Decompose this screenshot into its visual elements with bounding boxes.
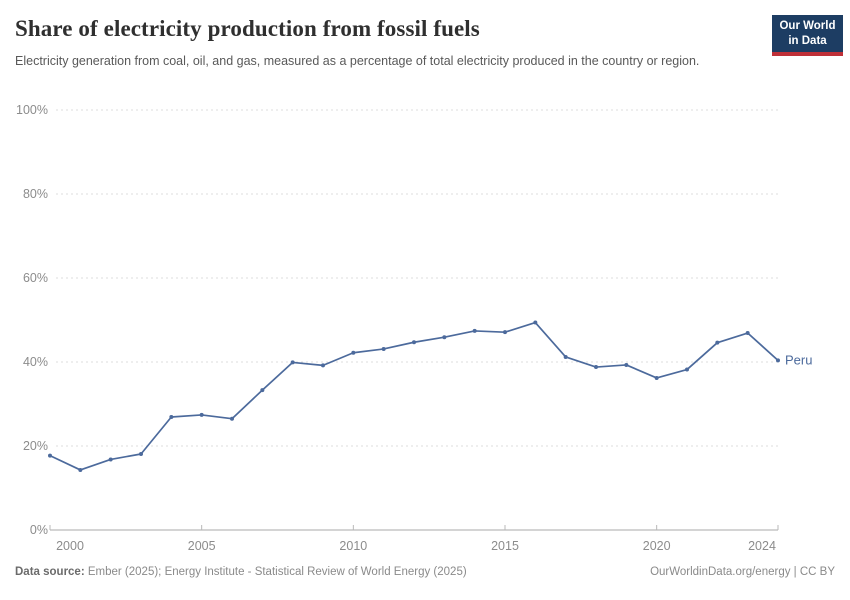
data-point [745,331,750,336]
line-chart-svg: 0% 20% 40% 60% 80% 100% 2000 2005 2010 2015 2020 20… [16,103,812,553]
data-source-label: Data source: [15,566,85,578]
chart-area: 0% 20% 40% 60% 80% 100% 2000 2005 2010 2015 2020 20… [0,95,850,565]
data-point [715,340,720,345]
data-point [139,451,143,456]
data-point [169,415,174,420]
data-point [533,320,538,325]
data-source-text: Ember (2025); Energy Institute - Statist… [84,566,467,578]
page-title: Share of electricity production from fos… [15,16,480,41]
y-tick-label: 0% [30,523,48,537]
owid-url-license: OurWorldinData.org/energy | CC BY [650,566,835,578]
data-point [654,375,659,380]
series-line-peru [49,321,779,471]
owid-logo-line1: Our World [779,20,836,32]
x-tick-label: 2005 [188,539,216,553]
y-tick-label: 40% [23,355,48,369]
y-tick-label: 60% [23,271,48,285]
data-source: Data source: Ember (2025); Energy Instit… [15,566,467,578]
x-tick-label: 2024 [748,539,776,553]
y-tick-label: 20% [23,439,48,453]
x-tick-label: 2020 [643,539,671,553]
data-point [412,340,416,345]
data-point [563,354,568,359]
owid-logo: Our World in Data [772,15,843,56]
data-point [351,350,356,355]
x-tick-label: 2000 [56,539,84,553]
data-point [442,335,447,340]
data-point [48,453,52,458]
chart-footer: Data source: Ember (2025); Energy Instit… [15,566,835,578]
x-tick-label: 2010 [339,539,367,553]
data-point [472,328,477,333]
y-tick-label: 100% [16,103,48,117]
data-point [108,457,113,462]
series-label-peru: Peru [785,352,812,367]
data-point [381,346,386,351]
data-point [503,330,507,335]
data-point [260,388,265,393]
data-point [776,358,780,363]
x-tick-label: 2015 [491,539,519,553]
data-point [624,362,629,367]
data-point [321,363,325,368]
data-point [685,367,689,372]
chart-subtitle: Electricity generation from coal, oil, a… [15,54,700,68]
owid-logo-line2: in Data [788,34,827,47]
data-point [230,416,234,421]
data-point [594,365,598,370]
data-point [78,467,83,472]
y-tick-label: 80% [23,187,48,201]
data-point [290,360,295,365]
data-point [199,412,204,417]
